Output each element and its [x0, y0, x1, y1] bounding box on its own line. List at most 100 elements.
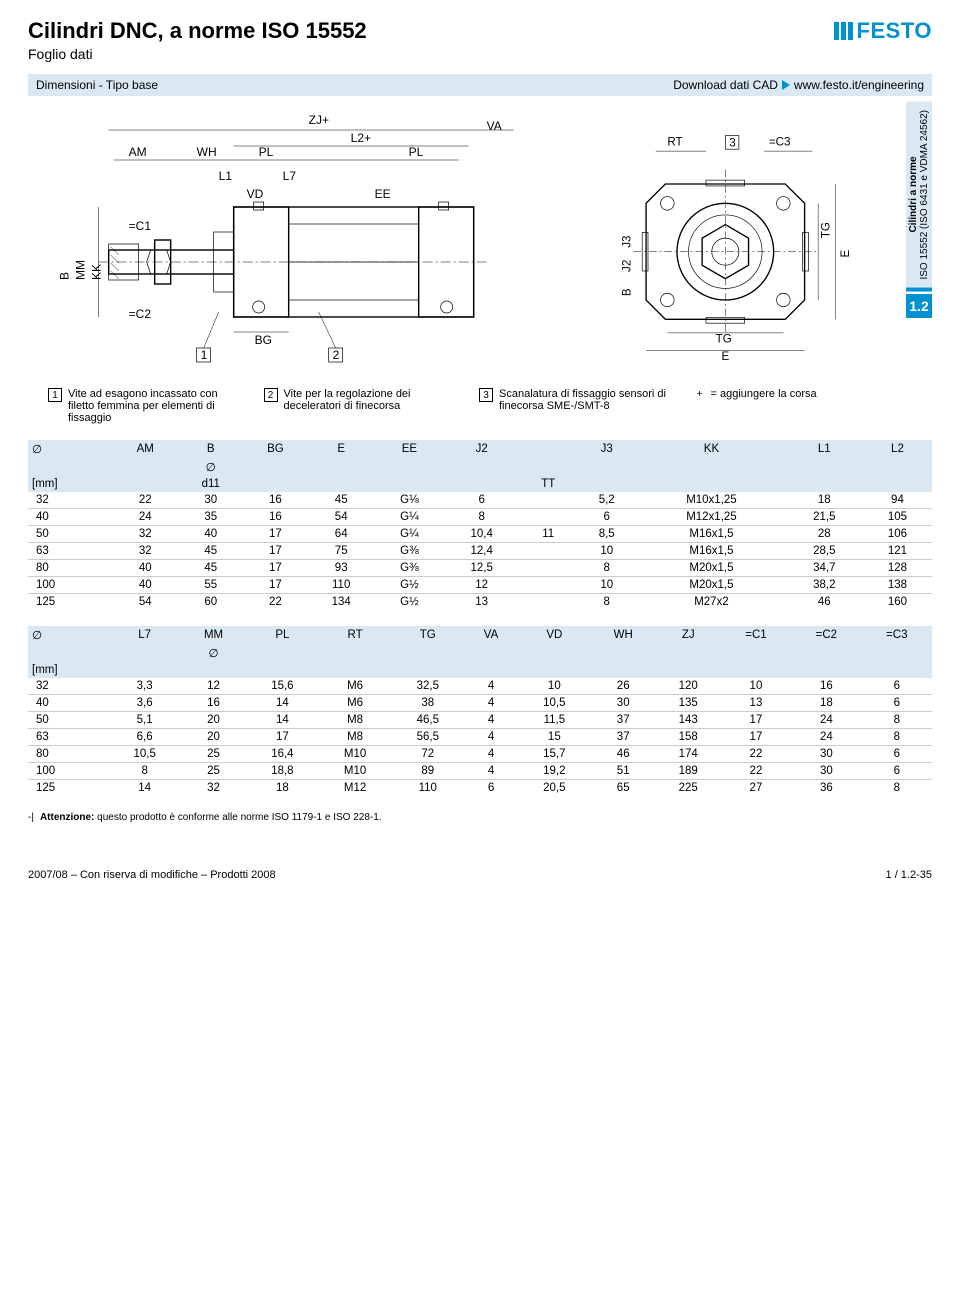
table-cell: 10 — [576, 543, 637, 560]
table-cell: 10,5 — [518, 695, 591, 712]
table-cell: 105 — [863, 509, 932, 526]
table-cell: 18 — [246, 780, 319, 797]
svg-text:MM: MM — [74, 260, 88, 280]
svg-text:=C3: =C3 — [769, 135, 791, 148]
table-cell: G¼ — [376, 526, 443, 543]
table-cell: 16 — [791, 678, 861, 695]
table-cell: 100 — [28, 577, 113, 594]
table-row: 403,61614M638410,53013513186 — [28, 695, 932, 712]
footer-right: 1 / 1.2-35 — [886, 869, 932, 881]
table-cell: 28 — [786, 526, 863, 543]
table2-header-row1: ∅L7MMPLRTTGVAVDWHZJ=C1=C2=C3 — [28, 626, 932, 644]
col-header — [108, 644, 181, 662]
svg-text:AM: AM — [129, 145, 147, 159]
col-header — [656, 662, 721, 678]
table-cell: 32 — [113, 526, 177, 543]
col-header — [520, 440, 576, 458]
col-header: L7 — [108, 626, 181, 644]
table-cell: 22 — [244, 594, 307, 611]
table-cell: 8 — [862, 780, 932, 797]
table-cell: 27 — [721, 780, 791, 797]
col-header — [518, 644, 591, 662]
col-header: =C1 — [721, 626, 791, 644]
table-cell: 40 — [177, 526, 244, 543]
table-cell: 143 — [656, 712, 721, 729]
svg-text:TG: TG — [716, 333, 732, 346]
svg-text:BG: BG — [255, 333, 272, 347]
col-header: VD — [518, 626, 591, 644]
table-cell: 14 — [246, 712, 319, 729]
col-header: WH — [591, 626, 656, 644]
table-cell: 110 — [307, 577, 376, 594]
table-cell: 160 — [863, 594, 932, 611]
table-cell: M6 — [319, 695, 392, 712]
table-cell: 38,2 — [786, 577, 863, 594]
table-cell — [520, 492, 576, 509]
col-header — [863, 458, 932, 476]
svg-text:PL: PL — [409, 145, 424, 159]
table-cell: 54 — [307, 509, 376, 526]
table-cell: 26 — [591, 678, 656, 695]
table-row: 125546022134G½138M27x246160 — [28, 594, 932, 611]
table-cell: 13 — [443, 594, 520, 611]
page-subtitle: Foglio dati — [28, 46, 367, 62]
table-cell: 80 — [28, 560, 113, 577]
col-header: L1 — [786, 440, 863, 458]
table-cell: 8 — [108, 763, 181, 780]
table-cell: 106 — [863, 526, 932, 543]
col-header: AM — [113, 440, 177, 458]
footer-left: 2007/08 – Con riserva di modifiche – Pro… — [28, 869, 276, 881]
table-cell: 30 — [791, 746, 861, 763]
table-cell: 89 — [391, 763, 464, 780]
table-cell: 30 — [791, 763, 861, 780]
dimensions-table-2: ∅L7MMPLRTTGVAVDWHZJ=C1=C2=C3 ∅ [mm] 323,… — [28, 626, 932, 796]
table-row: 100405517110G½1210M20x1,538,2138 — [28, 577, 932, 594]
drawing-side-view: ZJ+ L2+ VA AM WH PL PL L1 L7 VD EE — [48, 112, 589, 372]
svg-text:RT: RT — [668, 135, 683, 148]
col-header: [mm] — [28, 662, 108, 678]
table-cell: G½ — [376, 594, 443, 611]
table-cell: 30 — [177, 492, 244, 509]
table-cell: 37 — [591, 712, 656, 729]
col-header — [246, 644, 319, 662]
table-cell: 24 — [113, 509, 177, 526]
table-cell: 6 — [862, 678, 932, 695]
table-cell: 10 — [721, 678, 791, 695]
col-header — [591, 644, 656, 662]
col-header: PL — [246, 626, 319, 644]
col-header: [mm] — [28, 476, 113, 492]
svg-text:L7: L7 — [283, 169, 297, 183]
table-row: 8010,52516,4M1072415,74617422306 — [28, 746, 932, 763]
table-cell: M16x1,5 — [637, 543, 786, 560]
table-cell: 158 — [656, 729, 721, 746]
table-cell: 63 — [28, 543, 113, 560]
col-header: J2 — [443, 440, 520, 458]
table-cell: M10 — [319, 763, 392, 780]
table-cell: 75 — [307, 543, 376, 560]
table-cell: 56,5 — [391, 729, 464, 746]
table-cell: 12,4 — [443, 543, 520, 560]
table-cell: 65 — [591, 780, 656, 797]
table-cell: 45 — [307, 492, 376, 509]
table-cell: 60 — [177, 594, 244, 611]
col-header — [786, 476, 863, 492]
col-header — [113, 476, 177, 492]
col-header — [786, 458, 863, 476]
table-cell: 46,5 — [391, 712, 464, 729]
table-cell: 54 — [113, 594, 177, 611]
table-cell: 19,2 — [518, 763, 591, 780]
table-cell: 35 — [177, 509, 244, 526]
table-cell: 24 — [791, 712, 861, 729]
svg-text:=C1: =C1 — [129, 219, 152, 233]
side-tab-number: 1.2 — [906, 294, 932, 318]
table-cell: 16 — [244, 509, 307, 526]
table-cell: 110 — [391, 780, 464, 797]
svg-text:E: E — [722, 350, 730, 363]
technical-drawing-area: ZJ+ L2+ VA AM WH PL PL L1 L7 VD EE — [28, 102, 900, 382]
table-cell: 4 — [464, 729, 518, 746]
table-row: 636,62017M856,54153715817248 — [28, 729, 932, 746]
col-header — [244, 476, 307, 492]
col-header — [721, 644, 791, 662]
col-header — [464, 662, 518, 678]
table-cell: 17 — [721, 712, 791, 729]
